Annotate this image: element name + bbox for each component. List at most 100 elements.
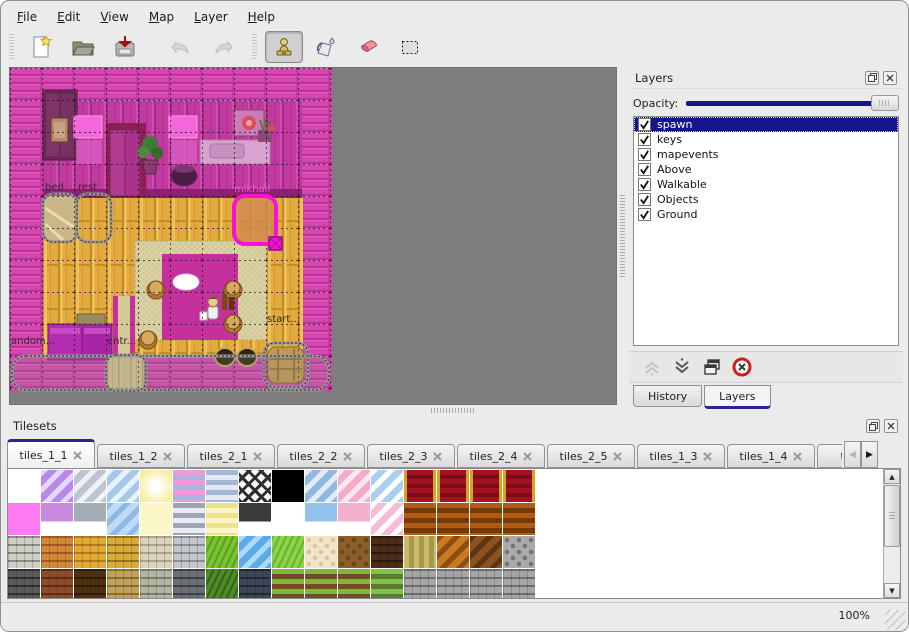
tile-swatch-r2c11[interactable] xyxy=(371,536,403,568)
close-tab-icon[interactable] xyxy=(613,451,623,461)
scroll-tabs-left-button[interactable]: ◀ xyxy=(844,441,861,468)
tile-swatch-r0c9[interactable] xyxy=(305,470,337,502)
float-tilesets-button[interactable] xyxy=(866,419,880,433)
new-file-button[interactable] xyxy=(22,31,60,63)
layer-visibility-checkbox[interactable] xyxy=(638,148,651,161)
tile-swatch-r3c2[interactable] xyxy=(74,569,106,598)
tile-swatch-r2c12[interactable] xyxy=(404,536,436,568)
close-tab-icon[interactable] xyxy=(703,451,713,461)
layer-visibility-checkbox[interactable] xyxy=(638,193,651,206)
horizontal-splitter[interactable] xyxy=(1,406,908,415)
layer-visibility-checkbox[interactable] xyxy=(638,208,651,221)
opacity-slider-handle[interactable] xyxy=(871,95,899,111)
tile-swatch-r1c5[interactable] xyxy=(173,503,205,535)
menu-help[interactable]: Help xyxy=(247,10,276,24)
tile-swatch-r0c1[interactable] xyxy=(41,470,73,502)
eraser-button[interactable] xyxy=(349,31,387,63)
tile-swatch-r1c7[interactable] xyxy=(239,503,271,535)
map-objects[interactable] xyxy=(10,192,331,392)
rect-select-button[interactable] xyxy=(391,31,429,63)
tile-swatch-r2c0[interactable] xyxy=(8,536,40,568)
scroll-up-button[interactable]: ▲ xyxy=(884,469,900,484)
toolbar-grip[interactable] xyxy=(9,34,14,60)
tileset-tab-tiles_2_1[interactable]: tiles_2_1 xyxy=(187,444,275,468)
tile-swatch-r2c2[interactable] xyxy=(74,536,106,568)
tile-swatch-r3c14[interactable] xyxy=(470,569,502,598)
close-tab-icon[interactable] xyxy=(433,451,443,461)
map-view[interactable]: bed rest mikhail andom... entr... start.… xyxy=(9,67,617,405)
tile-swatch-r2c14[interactable] xyxy=(470,536,502,568)
tile-swatch-r0c8[interactable] xyxy=(272,470,304,502)
tile-swatch-r3c6[interactable] xyxy=(206,569,238,598)
menu-file[interactable]: File xyxy=(17,10,38,24)
save-file-button[interactable] xyxy=(106,31,144,63)
tile-swatch-r1c10[interactable] xyxy=(338,503,370,535)
tile-swatch-r1c4[interactable] xyxy=(140,503,172,535)
menu-map[interactable]: Map xyxy=(148,10,175,24)
tile-swatch-r2c4[interactable] xyxy=(140,536,172,568)
undo-button[interactable] xyxy=(162,31,200,63)
layer-row-Objects[interactable]: Objects xyxy=(634,192,898,207)
scroll-down-button[interactable]: ▼ xyxy=(884,583,900,598)
tile-swatch-r1c2[interactable] xyxy=(74,503,106,535)
tile-swatch-r3c12[interactable] xyxy=(404,569,436,598)
tile-swatch-r0c4[interactable] xyxy=(140,470,172,502)
dock-tab-layers[interactable]: Layers xyxy=(704,385,771,409)
tile-swatch-r0c13[interactable] xyxy=(437,470,469,502)
tileset-tab-tiles_1_4[interactable]: tiles_1_4 xyxy=(727,444,815,468)
tile-swatch-r2c1[interactable] xyxy=(41,536,73,568)
open-file-button[interactable] xyxy=(64,31,102,63)
opacity-slider[interactable] xyxy=(686,95,899,111)
layer-visibility-checkbox[interactable] xyxy=(638,163,651,176)
layer-row-Ground[interactable]: Ground xyxy=(634,207,898,222)
tile-swatch-r1c0[interactable] xyxy=(8,503,40,535)
tile-swatch-r3c9[interactable] xyxy=(305,569,337,598)
tile-swatch-r3c10[interactable] xyxy=(338,569,370,598)
tile-swatch-r1c6[interactable] xyxy=(206,503,238,535)
tile-swatch-r1c15[interactable] xyxy=(503,503,535,535)
tile-swatch-r2c7[interactable] xyxy=(239,536,271,568)
tile-swatch-r2c3[interactable] xyxy=(107,536,139,568)
tile-swatch-r1c12[interactable] xyxy=(404,503,436,535)
tile-swatch-r2c6[interactable] xyxy=(206,536,238,568)
raise-layer-button[interactable] xyxy=(637,354,667,380)
layer-row-keys[interactable]: keys xyxy=(634,132,898,147)
tile-swatch-r0c7[interactable] xyxy=(239,470,271,502)
layer-row-Above[interactable]: Above xyxy=(634,162,898,177)
menu-view[interactable]: View xyxy=(100,10,129,24)
tile-swatch-r3c7[interactable] xyxy=(239,569,271,598)
map-selection-handle[interactable] xyxy=(268,236,283,251)
tile-swatch-r0c0[interactable] xyxy=(8,470,40,502)
tile-swatch-r3c13[interactable] xyxy=(437,569,469,598)
tile-swatch-r3c4[interactable] xyxy=(140,569,172,598)
tile-swatch-r1c3[interactable] xyxy=(107,503,139,535)
tile-swatch-r0c6[interactable] xyxy=(206,470,238,502)
tile-swatch-r3c11[interactable] xyxy=(371,569,403,598)
lower-layer-button[interactable] xyxy=(667,354,697,380)
close-tab-icon[interactable] xyxy=(253,451,263,461)
map-canvas[interactable]: bed rest mikhail andom... entr... start.… xyxy=(10,68,332,392)
close-tab-icon[interactable] xyxy=(523,451,533,461)
tileset-scrollbar[interactable]: ▲ ▼ xyxy=(883,469,900,598)
layer-row-spawn[interactable]: spawn xyxy=(634,117,898,132)
close-tab-icon[interactable] xyxy=(73,450,83,460)
tileset-tab-tiles_1_[interactable]: tiles_1_ xyxy=(817,444,842,468)
vertical-splitter[interactable] xyxy=(618,67,628,405)
tileset-tab-tiles_1_1[interactable]: tiles_1_1 xyxy=(7,439,95,468)
redo-button[interactable] xyxy=(204,31,242,63)
tile-swatch-r3c8[interactable] xyxy=(272,569,304,598)
tile-swatch-r1c13[interactable] xyxy=(437,503,469,535)
delete-layer-button[interactable] xyxy=(727,354,757,380)
layer-row-mapevents[interactable]: mapevents xyxy=(634,147,898,162)
menu-layer[interactable]: Layer xyxy=(194,10,228,24)
layer-visibility-checkbox[interactable] xyxy=(638,178,651,191)
layer-visibility-checkbox[interactable] xyxy=(638,118,651,131)
close-panel-button[interactable] xyxy=(883,70,897,85)
float-panel-button[interactable] xyxy=(865,70,879,85)
tileset-tab-tiles_2_3[interactable]: tiles_2_3 xyxy=(367,444,455,468)
tile-swatch-r2c15[interactable] xyxy=(503,536,535,568)
opacity-slider-track[interactable] xyxy=(686,101,899,106)
close-tab-icon[interactable] xyxy=(343,451,353,461)
tile-swatch-r2c8[interactable] xyxy=(272,536,304,568)
duplicate-layer-button[interactable] xyxy=(697,354,727,380)
